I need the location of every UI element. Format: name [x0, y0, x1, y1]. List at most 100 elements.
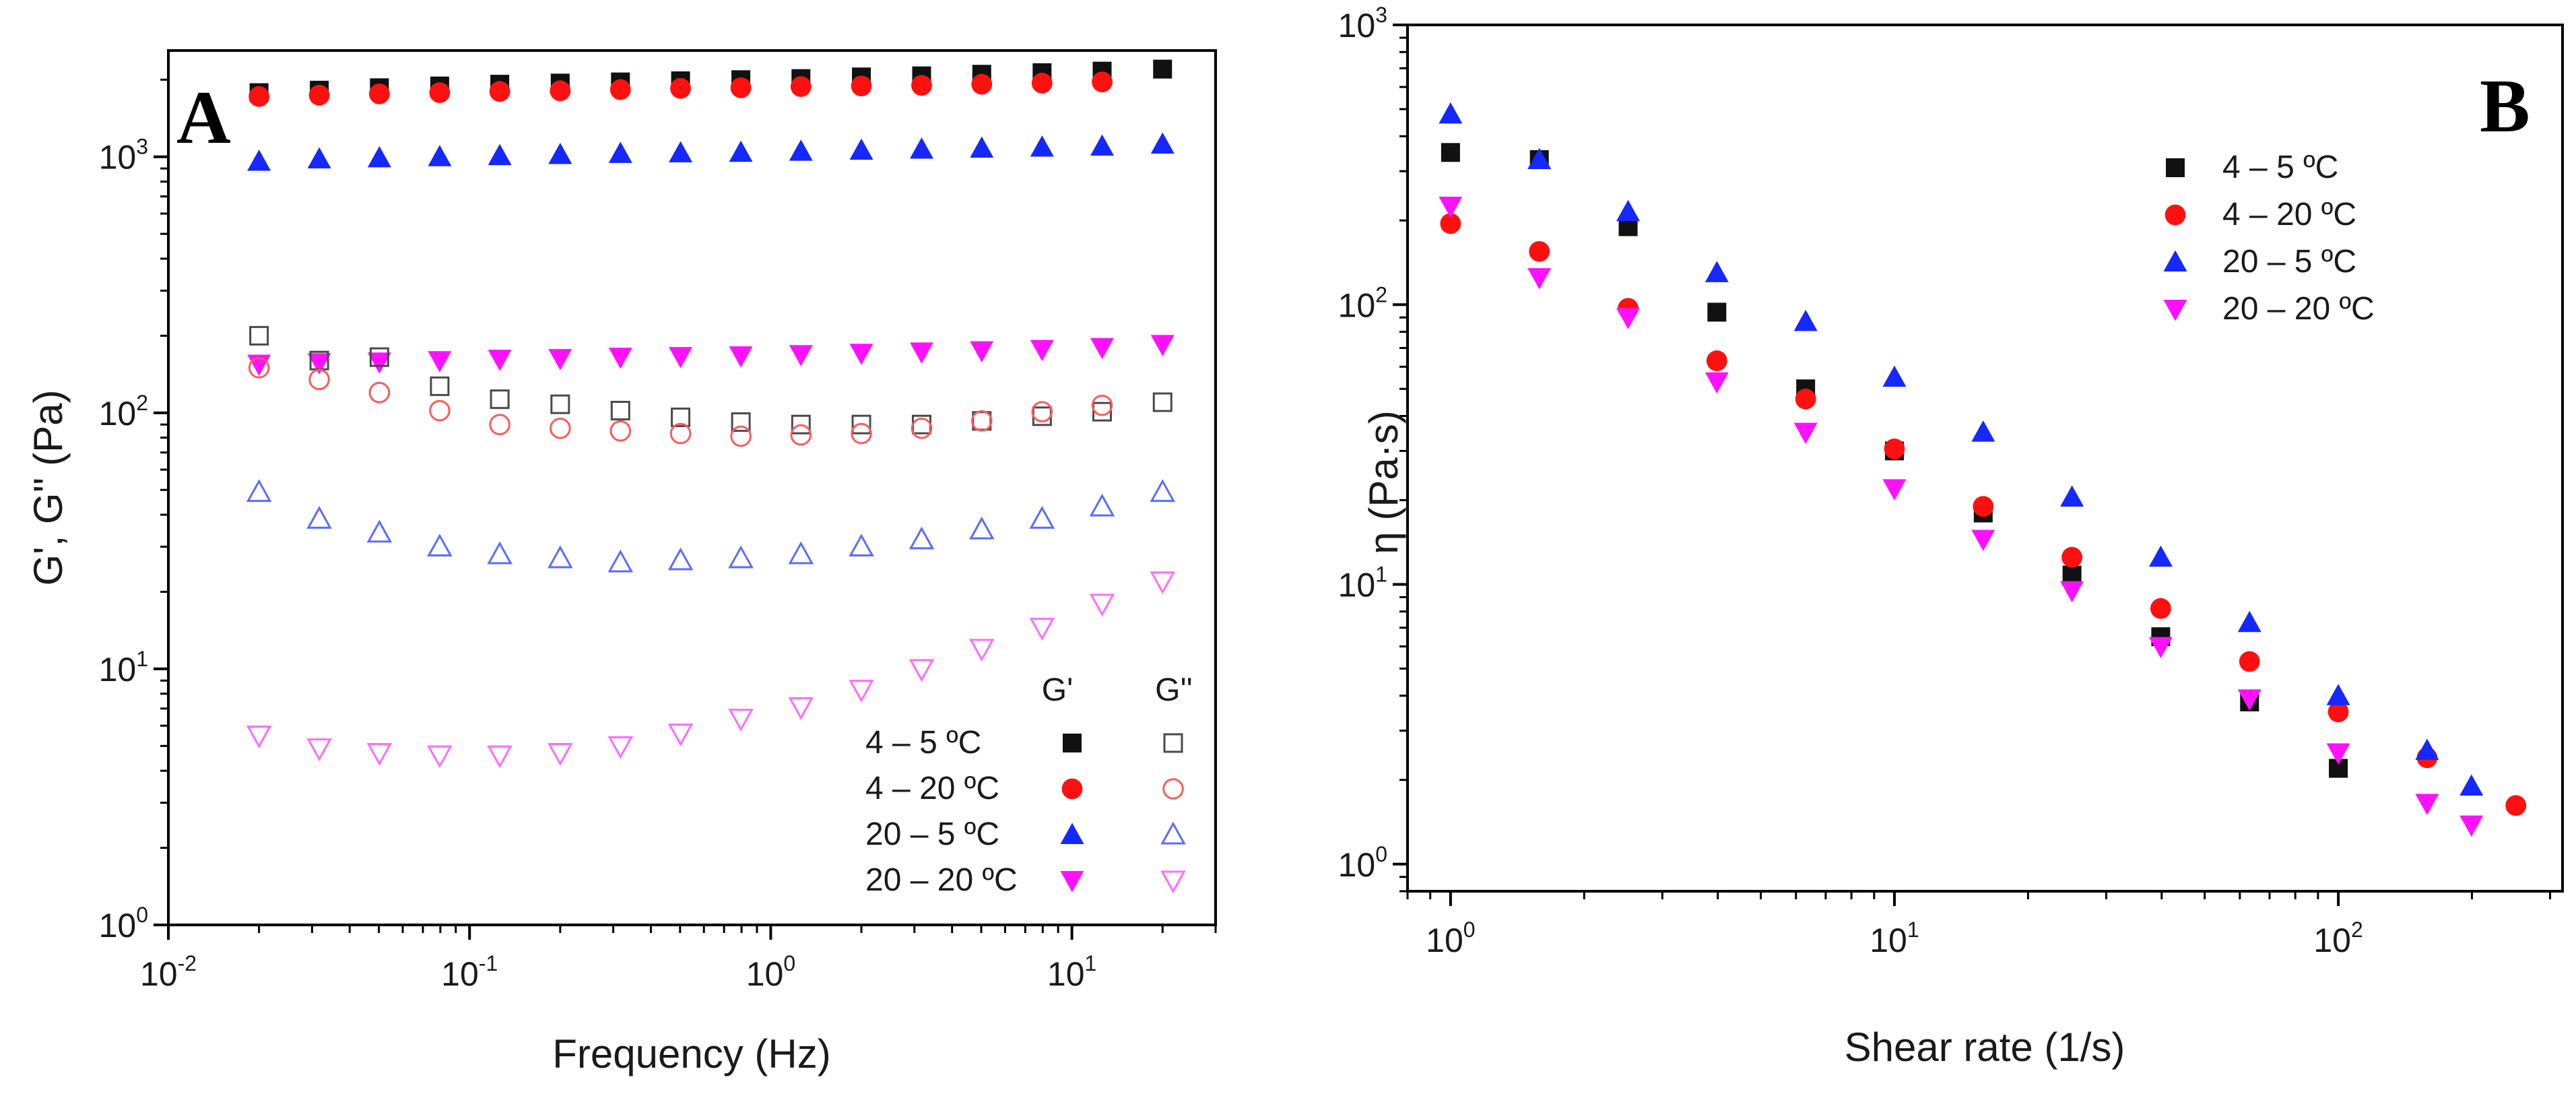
panel-a-point-series-6	[548, 545, 573, 569]
panel-b-point-series-1	[1706, 350, 1727, 371]
panel-a-point-series-3	[367, 352, 391, 374]
panel-a-point-series-3	[307, 353, 331, 375]
panel-b-point-series-1	[1795, 388, 1816, 410]
panel-a-point-series-6	[1029, 506, 1055, 529]
panel-a-y-tick-label: 102	[99, 391, 148, 432]
panel-a-point-series-5	[429, 399, 451, 422]
panel-b-point-series-3	[2326, 743, 2350, 765]
panel-b-point-series-2	[1527, 148, 1552, 169]
panel-a-point-series-4	[550, 394, 570, 414]
panel-b-point-series-1	[1973, 496, 1994, 517]
panel-a-point-series-4	[369, 347, 389, 367]
panel-a-point-series-2	[669, 141, 693, 163]
panel-b-x-tick-label: 100	[1426, 918, 1475, 959]
panel-a-point-series-6	[306, 506, 332, 529]
panel-a-point-series-4	[1092, 401, 1113, 422]
panel-a-point-series-7	[246, 726, 272, 748]
panel-b-point-series-3	[1705, 372, 1729, 394]
panel-b-point-series-3	[1882, 479, 1907, 501]
panel-a-point-series-2	[247, 149, 271, 171]
panel-a-point-series-4	[671, 408, 691, 428]
panel-b-point-series-1	[1529, 240, 1550, 262]
panel-b-point-series-1	[1884, 438, 1905, 459]
panel-a-point-series-2	[970, 136, 994, 158]
panel-b-y-tick-label: 100	[1338, 842, 1387, 884]
panel-b-point-series-3	[2237, 689, 2261, 711]
legend-a-marker-filled-2	[1060, 823, 1084, 844]
panel-a-point-series-4	[490, 389, 510, 410]
legend-a-label-4-5c: 4 – 5 ºC	[865, 725, 981, 761]
panel-b-point-series-3	[2060, 581, 2084, 603]
panel-a-point-series-0	[1153, 59, 1173, 79]
panel-b-point-series-2	[1616, 199, 1641, 222]
panel-a-point-series-7	[548, 743, 573, 766]
legend-b-marker-1	[2165, 204, 2186, 226]
panel-a-point-series-5	[790, 424, 812, 446]
panel-b-point-series-3	[1793, 422, 1818, 445]
panel-b-y-tick-label: 103	[1338, 3, 1387, 44]
panel-b-point-series-2	[2148, 545, 2173, 567]
panel-a-axis-ticks	[154, 78, 1217, 940]
panel-a-point-series-1	[730, 77, 752, 98]
panel-a-point-series-5	[368, 381, 391, 404]
legend-b-label-4-5c: 4 – 5 ºC	[2222, 150, 2338, 185]
panel-a-point-series-2	[428, 145, 452, 166]
panel-a-point-series-2	[488, 143, 512, 166]
panel-a-point-series-6	[968, 516, 995, 540]
legend-b-label-4-20c: 4 – 20 ºC	[2222, 197, 2356, 232]
panel-a-x-axis-title: Frequency (Hz)	[552, 1031, 830, 1076]
panel-a-point-series-4	[430, 376, 450, 396]
panel-a-point-series-7	[366, 743, 393, 766]
panel-b-point-series-1	[2505, 795, 2527, 816]
panel-b-chart: 100 101 102 100 101 102 103 B Shear rate (1/s)…	[1338, 3, 2564, 1070]
panel-a-point-series-5	[1091, 394, 1113, 416]
panel-b-point-series-1	[2150, 598, 2171, 619]
panel-a-data-points	[246, 59, 1176, 769]
panel-b-y-axis-title: η (Pa·s)	[1361, 410, 1406, 554]
legend-b-label-20-5c: 20 – 5 ºC	[2222, 244, 2356, 280]
panel-a-point-series-2	[789, 139, 813, 161]
panel-a-point-series-2	[307, 147, 331, 169]
panel-b-point-series-3	[1527, 268, 1552, 290]
panel-b-x-axis-title: Shear rate (1/s)	[1845, 1025, 2125, 1070]
panel-b-plot-frame	[1406, 24, 2564, 893]
panel-a-point-series-7	[968, 639, 995, 662]
panel-b-point-series-3	[1616, 308, 1641, 329]
panel-a-point-series-5	[851, 422, 872, 445]
panel-b-point-series-1	[2239, 651, 2260, 672]
panel-b-point-series-3	[1439, 197, 1463, 218]
legend-b-marker-2	[2163, 250, 2187, 271]
panel-b-point-series-0	[1441, 143, 1460, 162]
legend-a-label-4-20c: 4 – 20 ºC	[865, 771, 999, 806]
panel-a-point-series-1	[911, 75, 932, 96]
panel-a-point-series-7	[306, 738, 332, 762]
panel-a-point-series-3	[488, 350, 512, 371]
legend-a-marker-filled-1	[1061, 778, 1083, 800]
panel-a-y-axis-title: G', G'' (Pa)	[26, 389, 71, 585]
panel-a-point-series-3	[970, 341, 994, 362]
panel-b-point-series-2	[1439, 102, 1463, 124]
panel-a-y-tick-label: 101	[99, 647, 148, 688]
panel-a-legend-markers	[1060, 733, 1186, 894]
panel-a-point-series-1	[851, 75, 872, 97]
panel-a-point-series-3	[1150, 335, 1175, 356]
panel-a-point-series-3	[729, 346, 753, 368]
panel-a-point-series-7	[909, 659, 935, 682]
legend-a-marker-filled-0	[1063, 734, 1082, 752]
legend-a-label-20-5c: 20 – 5 ºC	[865, 816, 999, 852]
legend-a-marker-open-3	[1160, 870, 1186, 894]
panel-a-point-series-2	[548, 142, 572, 164]
panel-a-point-series-1	[550, 80, 571, 102]
panel-a-point-series-7	[427, 745, 453, 769]
panel-b-point-series-2	[2060, 485, 2084, 507]
panel-b-point-series-1	[2327, 701, 2349, 723]
panel-a-point-series-7	[1150, 571, 1176, 595]
panel-a-point-series-7	[728, 709, 754, 732]
legend-a-marker-open-0	[1163, 733, 1183, 753]
panel-b-letter: B	[2480, 65, 2530, 148]
panel-a-point-series-3	[909, 342, 933, 364]
panel-a-point-series-5	[489, 414, 510, 436]
panel-a-point-series-5	[730, 425, 752, 447]
panel-a-point-series-7	[849, 680, 874, 703]
panel-b-point-series-3	[1971, 529, 1995, 551]
